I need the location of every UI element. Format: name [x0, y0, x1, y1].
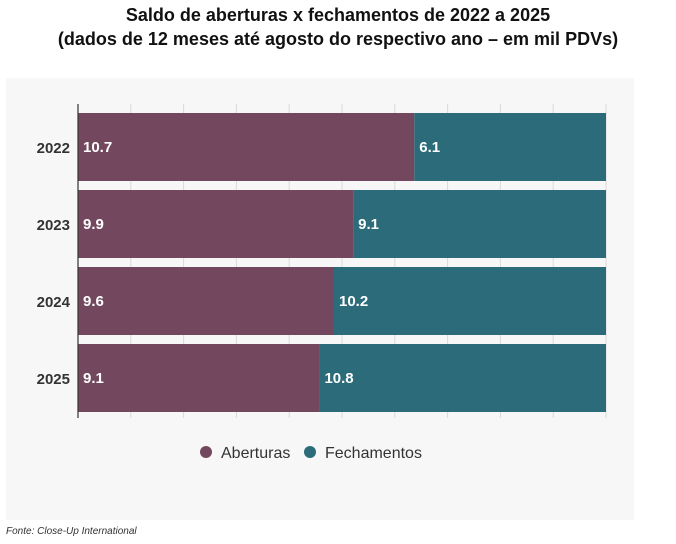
chart-subtitle: (dados de 12 meses até agosto do respect… — [57, 29, 619, 49]
legend-marker-fechamentos — [304, 446, 316, 458]
y-tick-label-2024: 2024 — [37, 294, 71, 311]
data-label-aberturas-2024: 9.6 — [83, 293, 104, 310]
chart-title: Saldo de aberturas x fechamentos de 2022… — [125, 5, 551, 25]
data-label-fechamentos-2024: 10.2 — [339, 293, 368, 310]
bar-aberturas-2024 — [78, 267, 334, 335]
y-tick-label-2022: 2022 — [37, 140, 70, 157]
bar-aberturas-2025 — [78, 344, 320, 412]
bar-aberturas-2023 — [78, 190, 354, 258]
data-label-aberturas-2022: 10.7 — [83, 139, 112, 156]
legend-label-fechamentos: Fechamentos — [325, 445, 422, 462]
data-label-fechamentos-2025: 10.8 — [324, 370, 353, 387]
bar-fechamentos-2023 — [353, 190, 606, 258]
y-tick-label-2023: 2023 — [37, 217, 70, 234]
source-note: Fonte: Close-Up International — [6, 526, 137, 537]
y-tick-label-2025: 2025 — [37, 371, 70, 388]
legend-label-aberturas: Aberturas — [221, 445, 290, 462]
data-label-fechamentos-2023: 9.1 — [358, 216, 379, 233]
legend-marker-aberturas — [200, 446, 212, 458]
bar-fechamentos-2024 — [334, 267, 606, 335]
bar-fechamentos-2025 — [319, 344, 606, 412]
data-label-fechamentos-2022: 6.1 — [419, 139, 440, 156]
chart-title-block: Saldo de aberturas x fechamentos de 2022… — [0, 4, 676, 50]
bar-fechamentos-2022 — [414, 113, 606, 181]
bar-aberturas-2022 — [78, 113, 415, 181]
data-label-aberturas-2025: 9.1 — [83, 370, 104, 387]
data-label-aberturas-2023: 9.9 — [83, 216, 104, 233]
